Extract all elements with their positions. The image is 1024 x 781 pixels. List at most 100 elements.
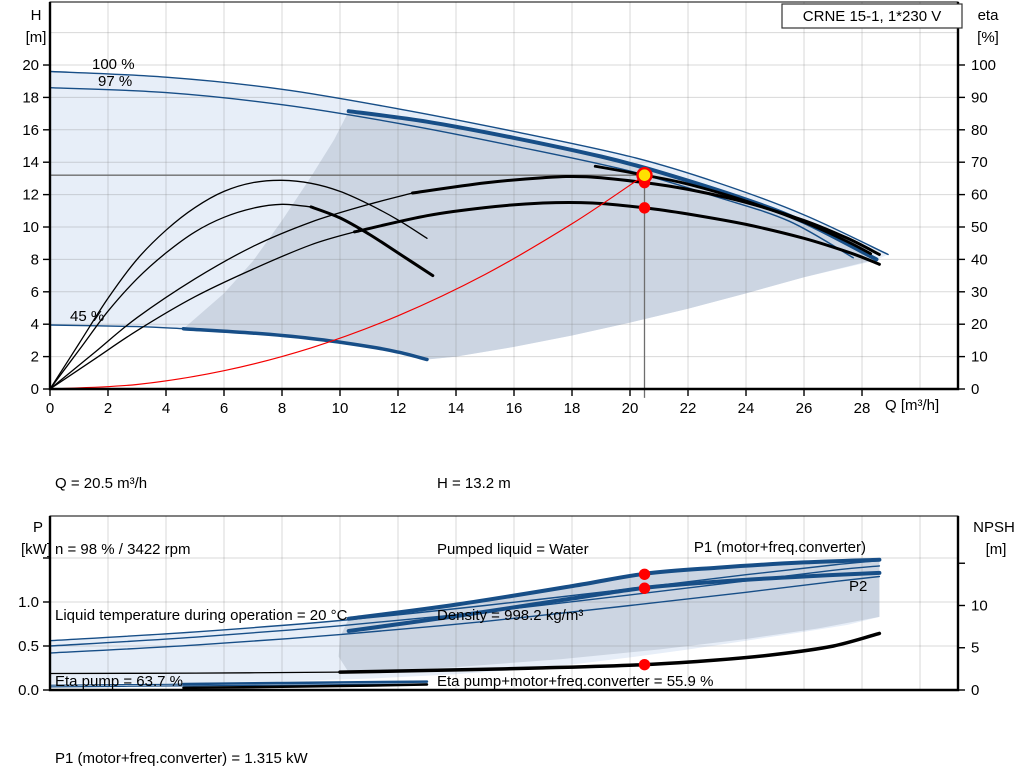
- qh-curve-45pct-thin: [49, 324, 185, 330]
- npsh-duty-marker: [638, 658, 651, 671]
- y-tick-label: 16: [22, 122, 39, 139]
- y2-tick-label: 90: [971, 89, 988, 106]
- qh-curve-100pct: [49, 70, 889, 256]
- qh-eta-chart: 0 2 4 6 8 10 12 14 16 18 20 22 24 26 28024681012141618…: [22, 1, 1000, 417]
- chart-label: P: [33, 519, 43, 536]
- y-tick-label: 1.0: [18, 594, 39, 611]
- chart-label: 97 %: [98, 73, 132, 90]
- y2-tick-label: 5: [971, 640, 979, 657]
- y2-tick-label: 70: [971, 154, 988, 171]
- x-tick-label: 24: [738, 400, 755, 417]
- y-tick-label: 20: [22, 57, 39, 74]
- power-npsh-chart: 0.0 0.5 1.0 0 5 10 P [kW] NPSH [m] P1 (motor+freq.…: [18, 515, 1015, 699]
- x-tick-label: 4: [162, 400, 170, 417]
- eta-total-duty-thin: [49, 231, 356, 390]
- eta-total-45pct-thick: [309, 205, 435, 278]
- y2-tick-label: 30: [971, 284, 988, 301]
- x-tick-label: 8: [278, 400, 286, 417]
- chart-title-box: [781, 3, 963, 29]
- qh-curve-97pct: [49, 87, 854, 259]
- x-tick-label: 10: [332, 400, 349, 417]
- chart-label: eta: [978, 7, 1000, 24]
- y-tick-label: 14: [22, 154, 39, 171]
- duty-range-region: [183, 111, 877, 360]
- chart-label: [kW]: [21, 541, 51, 558]
- y-tick-label: 0.0: [18, 682, 39, 699]
- y-tick-label: 18: [22, 89, 39, 106]
- y2-tick-label: 50: [971, 219, 988, 236]
- info-liquid-temp: Liquid temperature during operation = 20…: [55, 607, 348, 624]
- y2-tick-label: 10: [971, 597, 988, 614]
- system-curve: [49, 174, 646, 390]
- chart-label: [%]: [977, 29, 999, 46]
- y-tick-label: 12: [22, 187, 39, 204]
- info-eta-pump: Eta pump = 63.7 %: [55, 673, 183, 690]
- y2-tick-label: 20: [971, 316, 988, 333]
- y-tick-label: 0.5: [18, 638, 39, 655]
- chart-title: CRNE 15-1, 1*230 V: [803, 8, 941, 25]
- y-tick-label: 0: [31, 381, 39, 398]
- y2-tick-label: 0: [971, 381, 979, 398]
- duty-info-right: H = 13.2 m Pumped liquid = Water Density…: [437, 429, 713, 737]
- axis-lines: [48, 516, 960, 692]
- eta-total-duty-marker: [638, 202, 651, 214]
- p2-curve-100pct: [49, 575, 881, 654]
- x-tick-label: 22: [680, 400, 697, 417]
- y-tick-label: 8: [31, 251, 39, 268]
- info-p1: P1 (motor+freq.converter) = 1.315 kW: [55, 750, 308, 767]
- y-tick-label: 2: [31, 349, 39, 366]
- info-q: Q = 20.5 m³/h: [55, 475, 148, 492]
- y2-tick-label: 40: [971, 251, 988, 268]
- power-info: P1 (motor+freq.converter) = 1.315 kW P2 …: [55, 704, 308, 781]
- chart-label: P1 (motor+freq.converter): [694, 539, 866, 556]
- info-density: Density = 998.2 kg/m³: [437, 607, 584, 624]
- info-speed: n = 98 % / 3422 rpm: [55, 541, 191, 558]
- eta-total-45pct-thin: [49, 203, 312, 390]
- npsh-curve-45pct: [182, 683, 429, 690]
- chart-label: Q [m³/h]: [885, 397, 939, 414]
- x-tick-label: 26: [796, 400, 813, 417]
- info-eta-total: Eta pump+motor+freq.converter = 55.9 %: [437, 673, 714, 690]
- axis-lines: [48, 2, 960, 391]
- x-tick-label: 28: [854, 400, 871, 417]
- chart-label: [m]: [986, 541, 1007, 558]
- y-tick-label: 6: [31, 284, 39, 301]
- qh-curve-45pct-thick: [181, 326, 429, 362]
- x-tick-label: 2: [104, 400, 112, 417]
- p1-curve-45pct-thick: [182, 680, 429, 686]
- p1-duty-marker: [638, 568, 651, 580]
- y2-tick-label: 60: [971, 187, 988, 204]
- y2-tick-label: 100: [971, 57, 996, 74]
- eta-pump-45pct: [49, 179, 428, 390]
- x-tick-label: 16: [506, 400, 523, 417]
- duty-info-left: Q = 20.5 m³/h n = 98 % / 3422 rpm Liquid…: [55, 429, 347, 737]
- power-duty-range-region: [338, 559, 880, 673]
- y-tick-label: 4: [31, 316, 39, 333]
- chart-label: 100 %: [92, 56, 135, 73]
- y-tick-label: 10: [22, 219, 39, 236]
- x-tick-label: 6: [220, 400, 228, 417]
- x-tick-label: 20: [622, 400, 639, 417]
- eta-pump-duty-thin: [49, 192, 414, 390]
- chart-label: P2: [849, 578, 867, 595]
- chart-label: NPSH: [973, 519, 1015, 536]
- y2-tick-label: 10: [971, 349, 988, 366]
- eta-pump-duty-thick: [411, 174, 881, 256]
- duty-point-marker: [636, 166, 653, 184]
- npsh-curve-thin: [49, 671, 341, 675]
- p1-curve-100pct: [49, 559, 881, 642]
- info-pumped-liquid: Pumped liquid = Water: [437, 541, 589, 558]
- x-tick-label: 0: [46, 400, 54, 417]
- info-h: H = 13.2 m: [437, 475, 511, 492]
- x-tick-label: 12: [390, 400, 407, 417]
- x-tick-label: 18: [564, 400, 581, 417]
- y2-tick-label: 80: [971, 122, 988, 139]
- chart-label: [m]: [26, 29, 47, 46]
- x-tick-label: 14: [448, 400, 465, 417]
- chart-label: H: [31, 7, 42, 24]
- y2-tick-label: 0: [971, 682, 979, 699]
- chart-label: 45 %: [70, 308, 104, 325]
- p2-duty-marker: [638, 582, 651, 594]
